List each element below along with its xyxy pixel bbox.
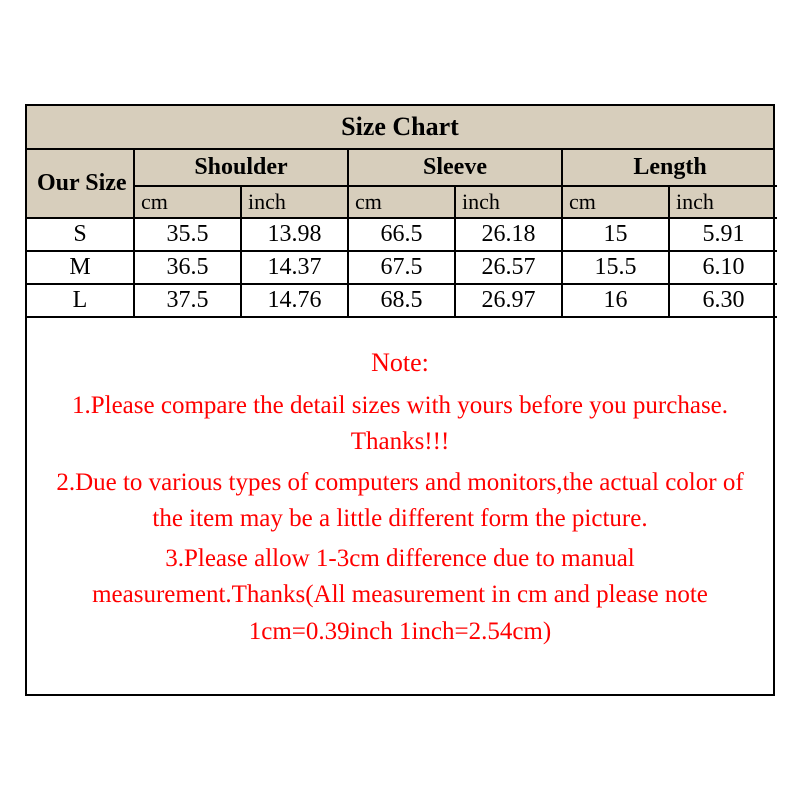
cell-size: M [27, 252, 135, 285]
cell-value: 6.30 [670, 285, 777, 318]
header-group-shoulder: Shoulder [135, 150, 349, 187]
header-unit: cm [135, 187, 242, 219]
cell-size: L [27, 285, 135, 318]
cell-value: 14.76 [242, 285, 349, 318]
header-unit: inch [456, 187, 563, 219]
header-group-length: Length [563, 150, 777, 187]
header-grid: Our Size Shoulder Sleeve Length cm inch … [27, 150, 773, 219]
note-line: 2.Due to various types of computers and … [47, 465, 753, 538]
table-row: S 35.5 13.98 66.5 26.18 15 5.91 [27, 219, 773, 252]
cell-value: 67.5 [349, 252, 456, 285]
cell-value: 26.18 [456, 219, 563, 252]
header-unit: cm [563, 187, 670, 219]
header-unit: inch [242, 187, 349, 219]
cell-value: 15 [563, 219, 670, 252]
note-line: 1.Please compare the detail sizes with y… [47, 388, 753, 461]
header-our-size: Our Size [27, 150, 135, 219]
note-title: Note: [47, 348, 753, 378]
cell-value: 13.98 [242, 219, 349, 252]
cell-value: 5.91 [670, 219, 777, 252]
cell-value: 35.5 [135, 219, 242, 252]
chart-title: Size Chart [27, 106, 773, 150]
cell-value: 26.57 [456, 252, 563, 285]
cell-size: S [27, 219, 135, 252]
cell-value: 15.5 [563, 252, 670, 285]
table-row: M 36.5 14.37 67.5 26.57 15.5 6.10 [27, 252, 773, 285]
cell-value: 16 [563, 285, 670, 318]
cell-value: 37.5 [135, 285, 242, 318]
cell-value: 66.5 [349, 219, 456, 252]
cell-value: 14.37 [242, 252, 349, 285]
cell-value: 26.97 [456, 285, 563, 318]
cell-value: 6.10 [670, 252, 777, 285]
header-unit: inch [670, 187, 777, 219]
cell-value: 36.5 [135, 252, 242, 285]
header-group-sleeve: Sleeve [349, 150, 563, 187]
table-row: L 37.5 14.76 68.5 26.97 16 6.30 [27, 285, 773, 318]
cell-value: 68.5 [349, 285, 456, 318]
note-line: 3.Please allow 1-3cm difference due to m… [47, 541, 753, 650]
size-chart: Size Chart Our Size Shoulder Sleeve Leng… [25, 104, 775, 696]
note-box: Note: 1.Please compare the detail sizes … [27, 318, 773, 694]
header-unit: cm [349, 187, 456, 219]
